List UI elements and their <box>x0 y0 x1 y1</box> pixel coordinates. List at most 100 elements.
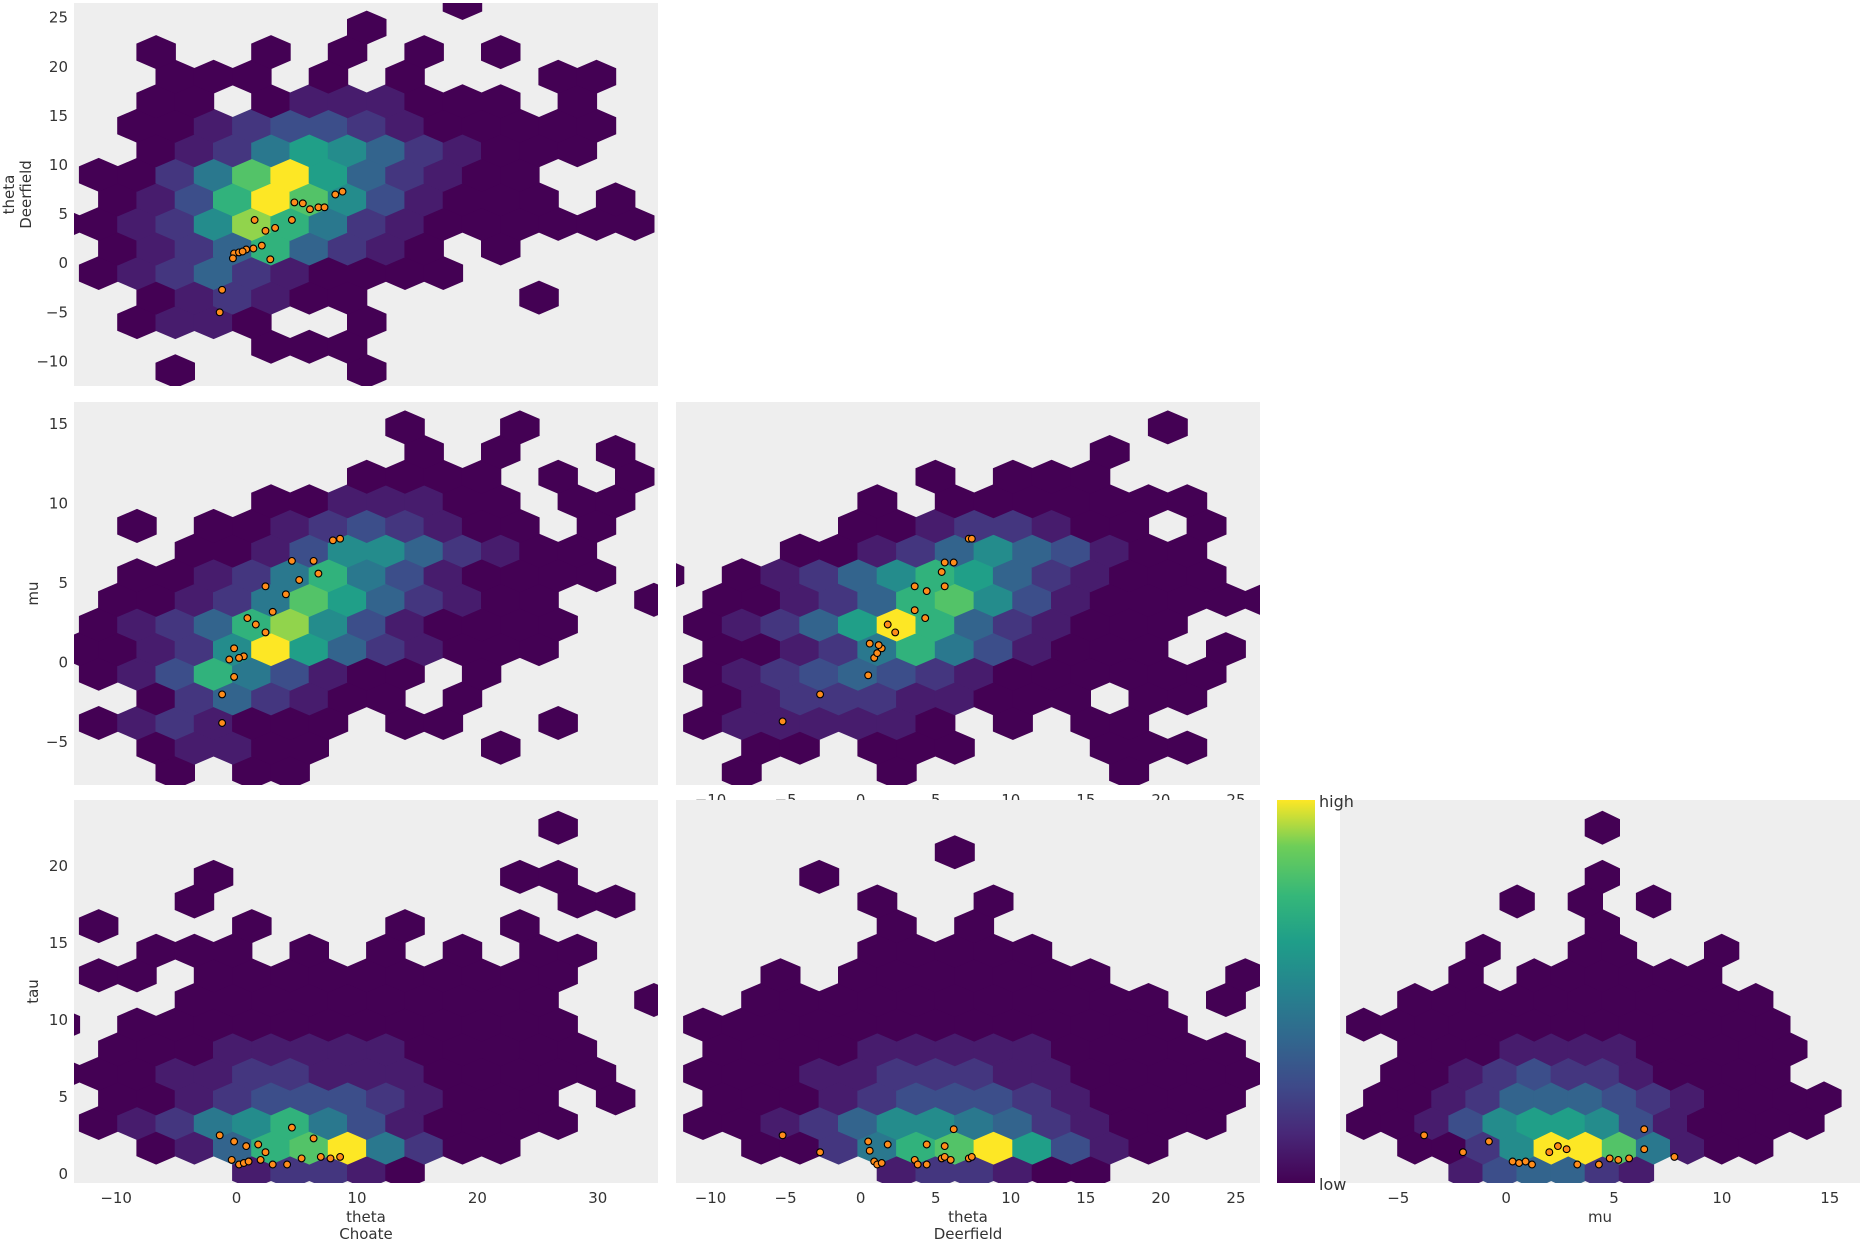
hexbin-cell <box>1584 958 1620 993</box>
hexbin-cell <box>973 582 1014 617</box>
hexbin-cell <box>519 182 559 217</box>
hexbin-cell <box>155 59 195 94</box>
hexbin-cell <box>857 884 898 919</box>
divergence-markers <box>215 1123 345 1169</box>
hexbin-cell <box>741 582 782 617</box>
hexbin-cell <box>896 983 936 1017</box>
hexbin-cell <box>1012 582 1053 617</box>
divergence-point <box>328 536 337 545</box>
divergence-point <box>877 1159 886 1167</box>
x-axis-label: theta <box>346 1208 386 1226</box>
hexbin-cell <box>193 157 234 192</box>
hexbin-cell <box>442 484 483 519</box>
hexbin-cell <box>538 1106 578 1140</box>
hexbin-cell <box>1448 1106 1484 1140</box>
hexbin-cell <box>1465 1081 1501 1116</box>
hexbin-cell <box>576 508 617 543</box>
hexbin-cell <box>1516 958 1552 993</box>
hexbin-cell <box>270 256 310 290</box>
hexbin-cell <box>1089 435 1130 470</box>
hexbin-cell <box>915 706 956 740</box>
hexbin-cell <box>538 459 578 494</box>
hexbin-cell <box>251 484 291 519</box>
hexbin-cell <box>683 706 723 740</box>
x-tick-label: 10 <box>1001 1189 1020 1207</box>
hexbin-cell <box>1109 558 1150 593</box>
hexbin-cell <box>1167 1032 1208 1067</box>
divergence-point <box>816 690 825 699</box>
divergence-point <box>873 649 882 658</box>
hexbin-cell <box>1772 1032 1808 1067</box>
hexbin-cell <box>270 108 310 143</box>
divergence-point <box>242 1142 251 1151</box>
hexbin-cell <box>1601 1081 1638 1116</box>
panel-choate-deerfield: −10 −5 0 5 10 15 20 25 theta Deerfield <box>0 3 658 386</box>
hexbin-cell <box>136 35 176 70</box>
divergence-point <box>922 1140 931 1149</box>
x-axis-label: theta <box>948 1208 988 1226</box>
hexbin-cell <box>117 706 157 740</box>
hexbin-cell <box>98 1032 138 1067</box>
hexbin-cell <box>366 632 406 667</box>
hexbin-cell <box>308 1155 349 1183</box>
hexbin-cell <box>174 133 215 168</box>
hexbin-cell <box>1584 1056 1620 1091</box>
hexbin-cell <box>136 133 176 168</box>
y-axis-label: tau <box>24 979 42 1004</box>
hexbin-cell <box>366 933 406 968</box>
hexbin-cell <box>308 558 349 593</box>
hexbin-cell <box>500 558 540 593</box>
hexbin-cell <box>385 1106 425 1140</box>
hexbin-cell <box>1147 1056 1188 1091</box>
hexbin-cell <box>347 1155 387 1183</box>
divergence-markers <box>215 187 347 317</box>
hexbin-cell <box>741 1081 782 1116</box>
hexbin-cell <box>327 582 368 617</box>
hexbin-cell <box>954 656 995 691</box>
hexbin-cell <box>1089 533 1130 568</box>
hexbin-cell <box>289 231 329 266</box>
hexbin-cell <box>308 1056 349 1091</box>
hexbin-cell <box>232 1007 272 1042</box>
hexbin-cell <box>992 459 1033 494</box>
hexbin-cell <box>1128 484 1169 519</box>
hexbin-cell <box>838 706 878 740</box>
hexbin-cell <box>404 435 444 470</box>
hexbin-cell <box>1465 1032 1501 1067</box>
divergence-point <box>244 1157 253 1166</box>
hexbin-cell <box>117 1056 157 1091</box>
hexbin-cell <box>289 983 329 1017</box>
hexbin-cell <box>155 1106 195 1140</box>
hexbin-cell <box>1670 1032 1706 1067</box>
divergence-point <box>910 582 919 591</box>
hexbin-cell <box>1186 558 1227 593</box>
x-tick-label: 20 <box>468 1189 487 1207</box>
hexbin-cell <box>347 305 387 340</box>
hexbin-cell <box>818 983 859 1017</box>
hexbin-cell <box>1206 1081 1246 1116</box>
hexbin-cell <box>461 607 502 642</box>
hexbin-cell <box>1128 582 1169 617</box>
hexbin-cell <box>779 1081 820 1116</box>
panel-mu-tau: −5 0 5 10 15 mu <box>1340 800 1860 1226</box>
divergence-point <box>336 534 345 543</box>
hexbin-cell <box>442 133 483 168</box>
hexbin-cell <box>779 730 820 765</box>
hexbin-cell <box>818 1081 859 1116</box>
hexbin-cell <box>1533 1130 1569 1165</box>
divergence-point <box>922 587 931 596</box>
hexbin-cell <box>500 958 540 993</box>
hexbin-cell <box>683 1056 723 1091</box>
hexbin-cell <box>1031 508 1072 543</box>
hexbin-cell <box>576 108 617 143</box>
hexbin-cell <box>538 706 578 740</box>
hexbin-cell <box>818 582 859 617</box>
hexbin-cell <box>1414 1007 1450 1042</box>
hexbin-cell <box>676 563 685 588</box>
divergence-point <box>225 655 234 664</box>
divergence-point <box>336 1152 345 1161</box>
hexbin-cell <box>1346 1007 1382 1042</box>
divergence-point <box>1508 1157 1517 1166</box>
hexbin-cell <box>1499 1032 1535 1067</box>
hexbin-cell <box>251 231 291 266</box>
